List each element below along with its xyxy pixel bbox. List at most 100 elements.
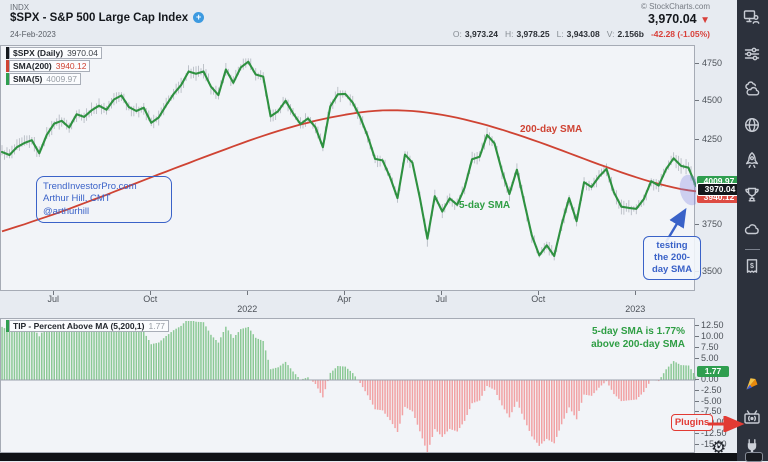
last-price: 3,970.04 ▼	[648, 12, 710, 26]
main-y-tick: 3500	[702, 266, 722, 276]
open-label: O:	[453, 29, 462, 39]
main-y-tick-dash	[695, 100, 699, 101]
x-tick-dash	[441, 291, 442, 295]
x-tick-label: Oct	[531, 294, 545, 304]
down-arrow-icon: ▼	[700, 15, 710, 26]
gear-icon[interactable]: ⚙	[711, 438, 726, 458]
ind-y-tick-dash	[695, 379, 699, 380]
volume-value: 2.156b	[617, 29, 643, 39]
ind-y-tick: 10.00	[701, 331, 724, 341]
symbol-title-text: $SPX - S&P 500 Large Cap Index	[10, 12, 188, 24]
watermark-note: TrendInvestorPro.com Arthur Hill, CMT @a…	[36, 176, 172, 223]
x-tick-label: Jul	[436, 294, 448, 304]
ind-y-tick: -2.50	[701, 385, 722, 395]
watermark-line3: @arthurhill	[43, 206, 165, 218]
ind-y-tick-dash	[695, 336, 699, 337]
indicator-annotation: 5-day SMA is 1.77% above 200-day SMA	[500, 326, 685, 351]
sma200-annotation: 200-day SMA	[520, 124, 582, 135]
ind-y-tick: -5.00	[701, 396, 722, 406]
last-price-value: 3,970.04	[648, 12, 697, 26]
indicator-legend-value: 1.77	[148, 321, 165, 331]
trophy-icon[interactable]	[743, 186, 761, 204]
ind-y-tick: 12.50	[701, 320, 724, 330]
main-y-tick: 4250	[702, 134, 722, 144]
exchange-label: INDX	[10, 3, 29, 12]
x-tick-label: 2022	[237, 304, 257, 314]
ind-y-tick-dash	[695, 358, 699, 359]
legend-sma200-label: SMA(200)	[13, 61, 52, 71]
plugins-arrow	[706, 416, 752, 432]
legend-sma200[interactable]: SMA(200) 3940.12	[6, 60, 90, 72]
bottom-bar	[0, 453, 737, 461]
receipt-dollar-icon[interactable]: $	[743, 258, 761, 276]
x-tick-dash	[635, 291, 636, 295]
indicator-annotation-line2: above 200-day SMA	[500, 339, 685, 352]
add-symbol-icon[interactable]: +	[193, 12, 204, 23]
testing-sma-callout: testing the 200- day SMA	[643, 236, 701, 280]
low-label: L:	[557, 29, 564, 39]
main-y-tick: 4500	[702, 95, 722, 105]
x-tick-label: Oct	[143, 294, 157, 304]
volume-label: V:	[607, 29, 615, 39]
legend-sma5-value: 4009.97	[46, 74, 77, 84]
legend-sma5-label: SMA(5)	[13, 74, 42, 84]
sma5-annotation: 5-day SMA	[459, 200, 510, 211]
globe-icon[interactable]	[743, 116, 761, 134]
legend-spx-value: 3970.04	[67, 48, 98, 58]
x-tick-label: Apr	[337, 294, 351, 304]
sliders-icon[interactable]	[743, 45, 761, 63]
main-y-tick-dash	[695, 139, 699, 140]
high-value: 3,978.25	[516, 29, 549, 39]
copyright: © StockCharts.com	[641, 2, 710, 11]
clouds-icon[interactable]	[743, 81, 761, 99]
x-tick-dash	[53, 291, 54, 295]
legend-sma200-value: 3940.12	[56, 61, 87, 71]
ind-y-tick: 7.50	[701, 342, 719, 352]
callout-line1: testing	[645, 240, 699, 252]
sma5-price-line	[2, 62, 696, 256]
ind-y-tick-dash	[695, 347, 699, 348]
main-y-tick: 3750	[702, 219, 722, 229]
low-value: 3,943.08	[567, 29, 600, 39]
legend-indicator[interactable]: TIP - Percent Above MA (5,200,1) 1.77	[6, 320, 169, 332]
ind-y-tick-dash	[695, 401, 699, 402]
svg-text:$: $	[750, 263, 754, 270]
high-label: H:	[505, 29, 514, 39]
highlight-ellipse	[677, 173, 696, 207]
cloud-icon[interactable]	[743, 220, 761, 238]
x-tick-label: 2023	[625, 304, 645, 314]
chart-date: 24-Feb-2023	[10, 30, 56, 39]
ind-y-tick-dash	[695, 325, 699, 326]
x-tick-dash	[344, 291, 345, 295]
indicator-value-tag: 1.77	[697, 366, 729, 377]
indicator-annotation-line1: 5-day SMA is 1.77%	[500, 326, 685, 339]
change-value: -42.28 (-1.05%)	[651, 29, 710, 39]
x-tick-dash	[247, 291, 248, 295]
ind-y-tick-dash	[695, 390, 699, 391]
main-y-tick: 4750	[702, 58, 722, 68]
x-tick-dash	[150, 291, 151, 295]
main-y-tick-dash	[695, 224, 699, 225]
brand-arrow-icon[interactable]	[743, 375, 761, 393]
legend-spx[interactable]: $SPX (Daily) 3970.04	[6, 47, 102, 59]
callout-line3: day SMA	[645, 264, 699, 276]
right-sidebar: $	[737, 0, 768, 461]
x-tick-label: Jul	[47, 294, 59, 304]
legend-spx-label: $SPX (Daily)	[13, 48, 63, 58]
price-chart-canvas[interactable]	[1, 46, 696, 292]
ind-y-tick: 5.00	[701, 353, 719, 363]
rocket-icon[interactable]	[743, 151, 761, 169]
price-wicks	[2, 58, 696, 260]
main-y-tick-dash	[695, 63, 699, 64]
price-chart-panel[interactable]	[0, 45, 695, 291]
x-tick-dash	[538, 291, 539, 295]
legend-sma5[interactable]: SMA(5) 4009.97	[6, 73, 81, 85]
ind-y-tick-dash	[695, 433, 699, 434]
ind-y-tick-dash	[695, 444, 699, 445]
indicator-legend-label: TIP - Percent Above MA (5,200,1)	[13, 321, 144, 331]
workstation-icon[interactable]	[743, 8, 761, 26]
callout-line2: the 200-	[645, 252, 699, 264]
sidebar-divider	[745, 249, 760, 250]
symbol-title: $SPX - S&P 500 Large Cap Index +	[10, 12, 204, 24]
